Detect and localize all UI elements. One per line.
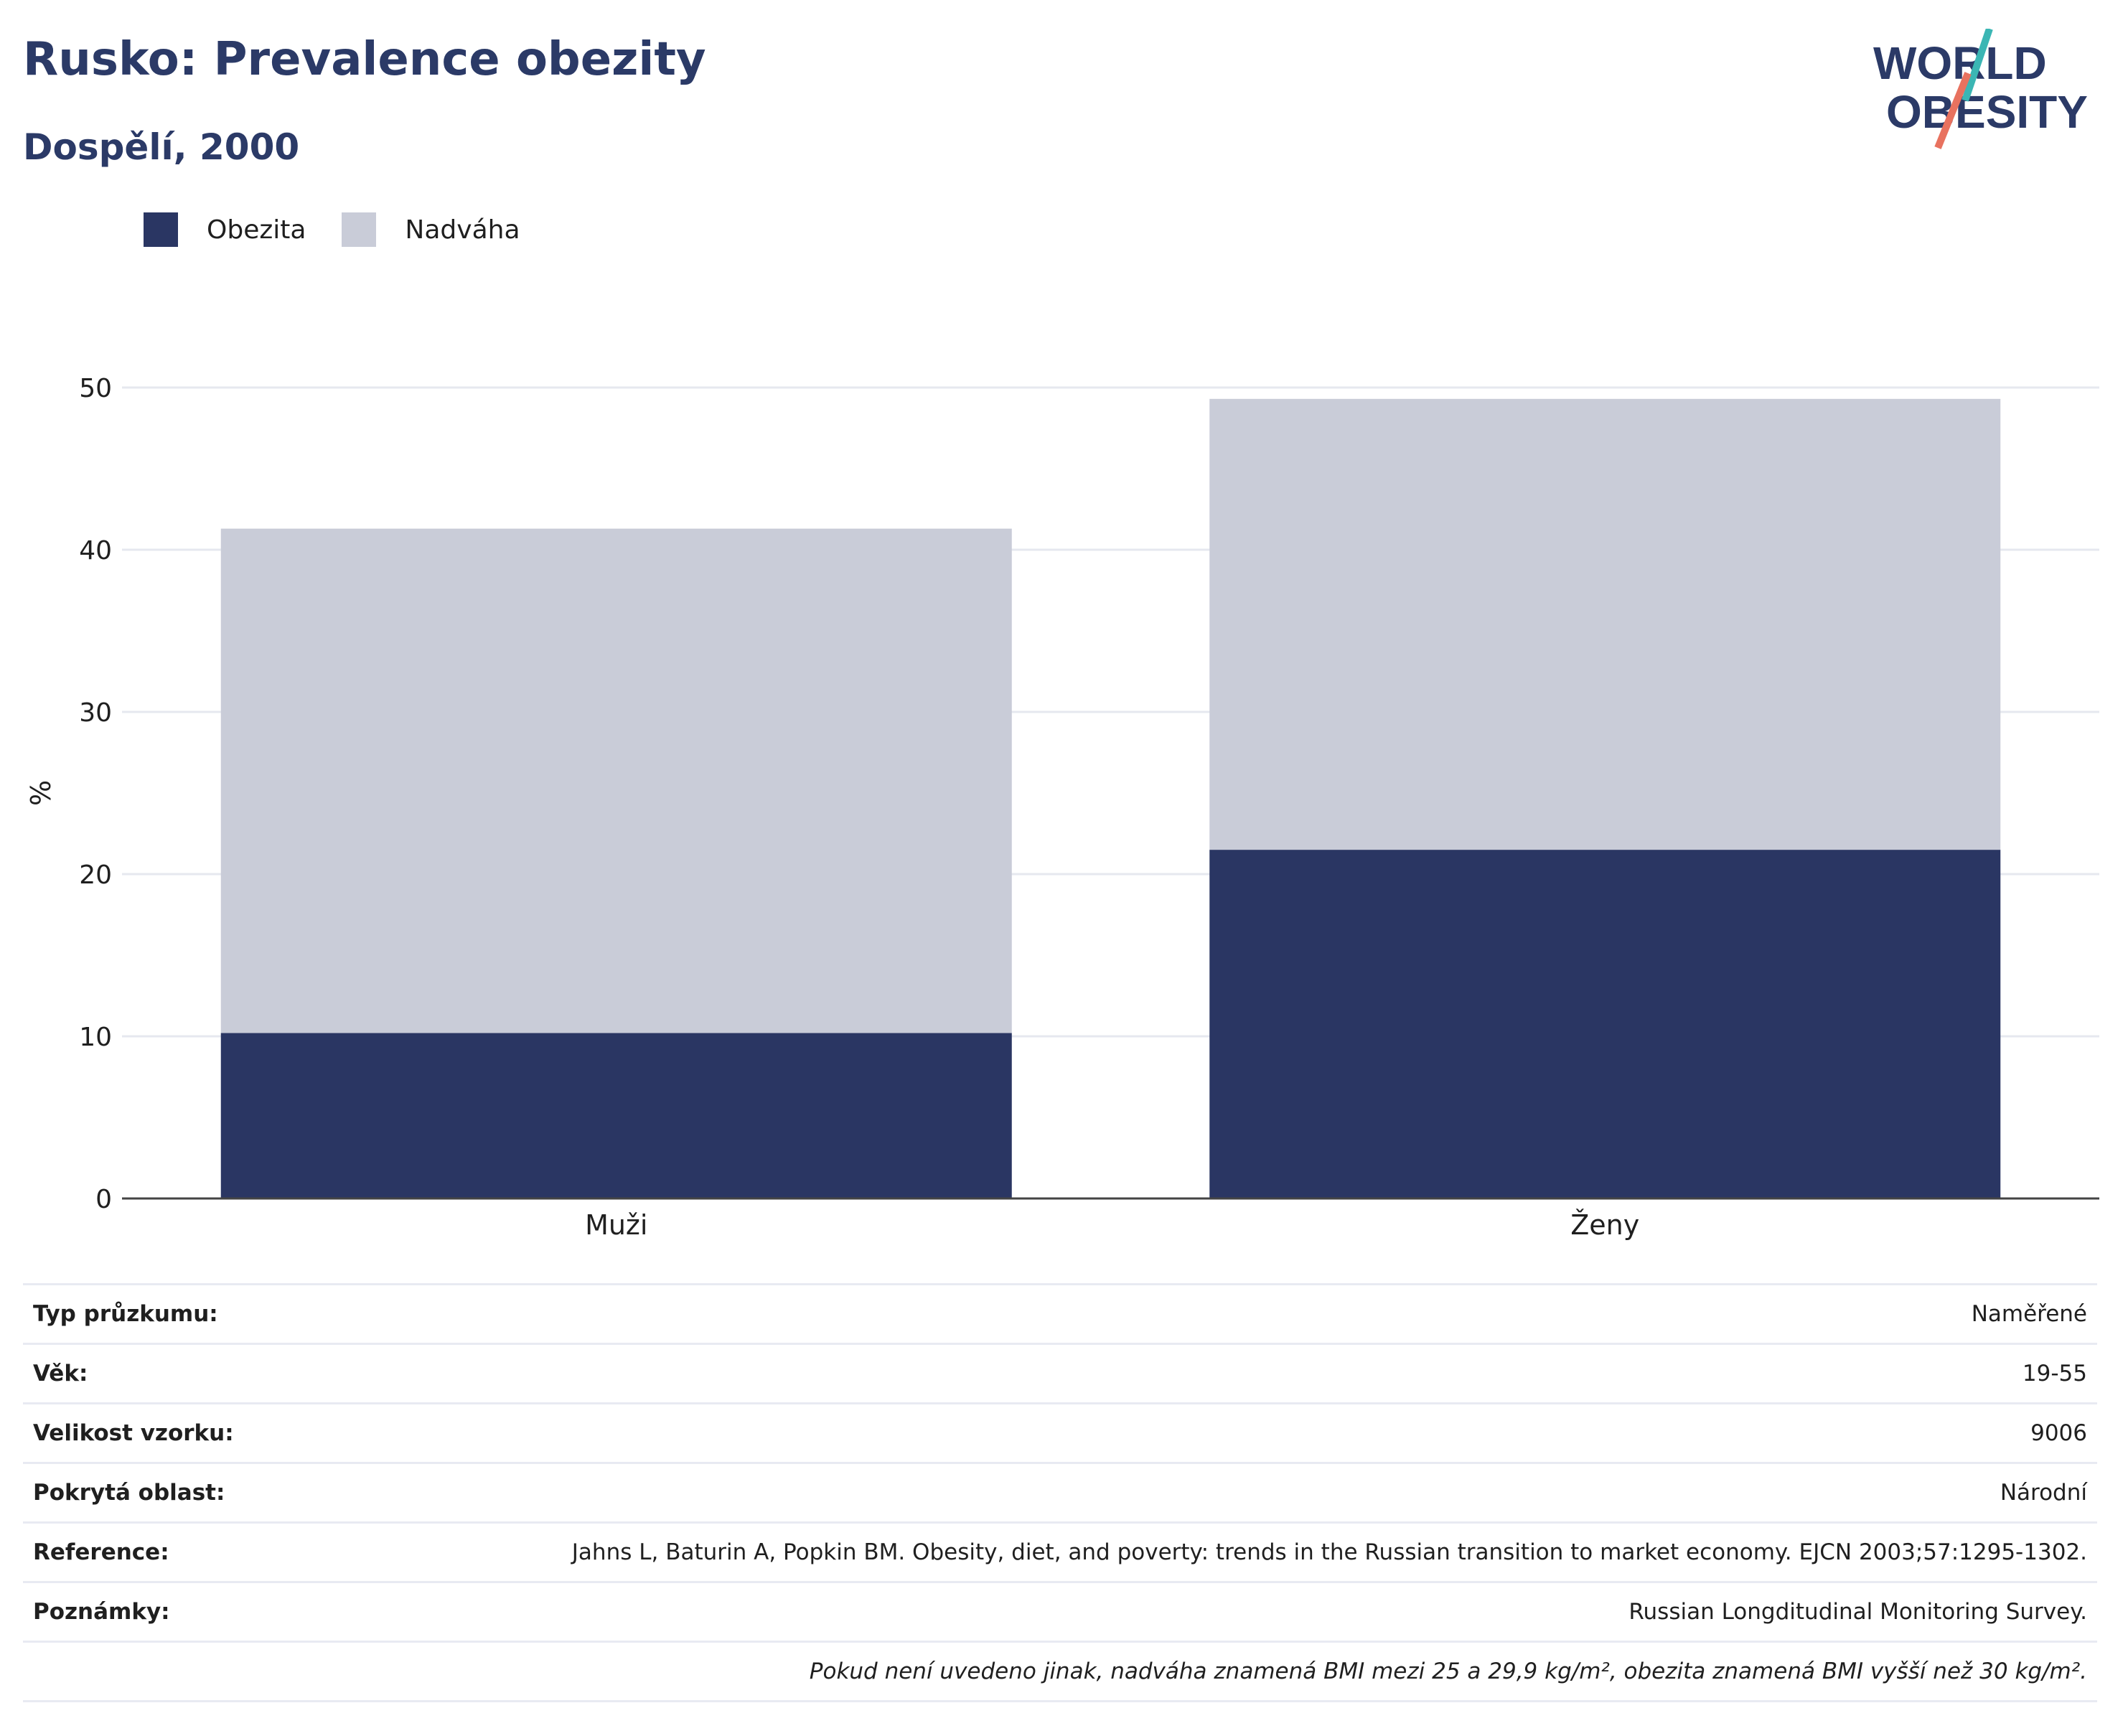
y-tick-label: 10 bbox=[79, 1023, 112, 1052]
legend-label-nadvaha: Nadváha bbox=[405, 215, 520, 245]
info-table: Typ průzkumu: Naměřené Věk: 19-55 Veliko… bbox=[23, 1283, 2097, 1702]
bar-obezita-2 bbox=[1209, 850, 2001, 1198]
info-row: Pokrytá oblast: Národní bbox=[23, 1462, 2097, 1521]
info-key: Poznámky: bbox=[33, 1599, 170, 1625]
x-tick-label: Muži bbox=[585, 1209, 647, 1241]
info-row: Poznámky: Russian Longditudinal Monitori… bbox=[23, 1581, 2097, 1641]
logo-slash-teal bbox=[1962, 29, 1993, 102]
info-key: Typ průzkumu: bbox=[33, 1301, 218, 1327]
info-value: 9006 bbox=[2030, 1420, 2087, 1446]
legend-item-nadvaha[interactable]: Nadváha bbox=[342, 212, 520, 247]
info-value: Jahns L, Baturin A, Popkin BM. Obesity, … bbox=[571, 1539, 2087, 1565]
y-tick-label: 50 bbox=[79, 374, 112, 403]
logo-line2: OBESITY bbox=[1886, 86, 2088, 138]
bar-nadváha-1 bbox=[220, 528, 1012, 1033]
info-row: Velikost vzorku: 9006 bbox=[23, 1402, 2097, 1462]
bar-nadváha-2 bbox=[1209, 398, 2001, 850]
logo-slash-coral bbox=[1934, 72, 1972, 149]
legend-swatch-obezita bbox=[144, 212, 178, 247]
footnote-row: Pokud není uvedeno jinak, nadváha znamen… bbox=[23, 1641, 2097, 1702]
legend-label-obezita: Obezita bbox=[207, 215, 306, 245]
info-key: Pokrytá oblast: bbox=[33, 1480, 225, 1506]
legend-item-obezita[interactable]: Obezita bbox=[144, 212, 306, 247]
y-tick-label: 30 bbox=[79, 698, 112, 728]
info-key: Věk: bbox=[33, 1361, 88, 1387]
footnote: Pokud není uvedeno jinak, nadváha znamen… bbox=[809, 1658, 2087, 1684]
info-value: Naměřené bbox=[1971, 1301, 2087, 1327]
info-key: Velikost vzorku: bbox=[33, 1420, 234, 1446]
y-tick-label: 20 bbox=[79, 860, 112, 890]
bar-chart: 0 10 20 30 40 50% Muži Ženy bbox=[25, 374, 2099, 1241]
info-row: Typ průzkumu: Naměřené bbox=[23, 1283, 2097, 1343]
info-row: Reference: Jahns L, Baturin A, Popkin BM… bbox=[23, 1521, 2097, 1581]
x-tick-label: Ženy bbox=[1570, 1209, 1639, 1241]
info-value: Národní bbox=[2000, 1480, 2087, 1506]
info-value: Russian Longditudinal Monitoring Survey. bbox=[1628, 1599, 2087, 1625]
info-value: 19-55 bbox=[2022, 1361, 2087, 1387]
y-axis-label: % bbox=[25, 780, 57, 806]
info-row: Věk: 19-55 bbox=[23, 1343, 2097, 1402]
world-obesity-logo: WORLD OBESITY bbox=[1873, 29, 2088, 149]
chart-title: Rusko: Prevalence obezity bbox=[23, 33, 706, 86]
legend-swatch-nadvaha bbox=[342, 212, 377, 247]
y-tick-label: 0 bbox=[95, 1185, 112, 1214]
legend: Obezita Nadváha bbox=[144, 212, 556, 247]
bar-obezita-1 bbox=[220, 1033, 1012, 1198]
chart-subtitle: Dospělí, 2000 bbox=[23, 126, 300, 168]
y-tick-label: 40 bbox=[79, 536, 112, 566]
logo-line1: WORLD bbox=[1873, 37, 2047, 89]
info-key: Reference: bbox=[33, 1539, 169, 1565]
